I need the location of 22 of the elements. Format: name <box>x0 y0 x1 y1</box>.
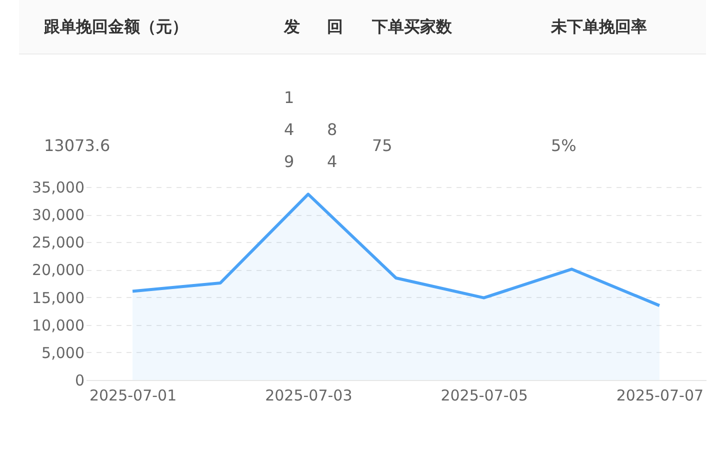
y-tick-label: 0 <box>74 372 84 390</box>
text: 75 <box>372 136 392 155</box>
x-tick-label: 2025-07-05 <box>440 386 528 404</box>
y-tick-label: 25,000 <box>32 234 84 252</box>
y-tick-label: 5,000 <box>42 344 84 362</box>
text: 回 <box>327 17 343 36</box>
text: 发 <box>283 17 300 36</box>
y-tick-label: 15,000 <box>32 288 84 307</box>
text: 未下单挽回率 <box>550 17 647 36</box>
y-tick-label: 30,000 <box>32 206 84 224</box>
x-tick-label: 2025-07-03 <box>265 386 352 404</box>
y-tick-label: 35,000 <box>32 178 84 196</box>
text: 13073.6 <box>44 136 110 155</box>
text: 5% <box>551 136 576 155</box>
text: 84 <box>327 120 338 171</box>
text: 149 <box>284 88 294 171</box>
x-tick-label: 2025-07-07 <box>616 386 704 404</box>
text: 下单买家数 <box>371 17 453 36</box>
y-tick-label: 20,000 <box>32 261 84 280</box>
y-tick-label: 10,000 <box>32 316 84 334</box>
text: 跟单挽回金额（元） <box>43 17 188 36</box>
x-tick-label: 2025-07-01 <box>89 386 177 404</box>
